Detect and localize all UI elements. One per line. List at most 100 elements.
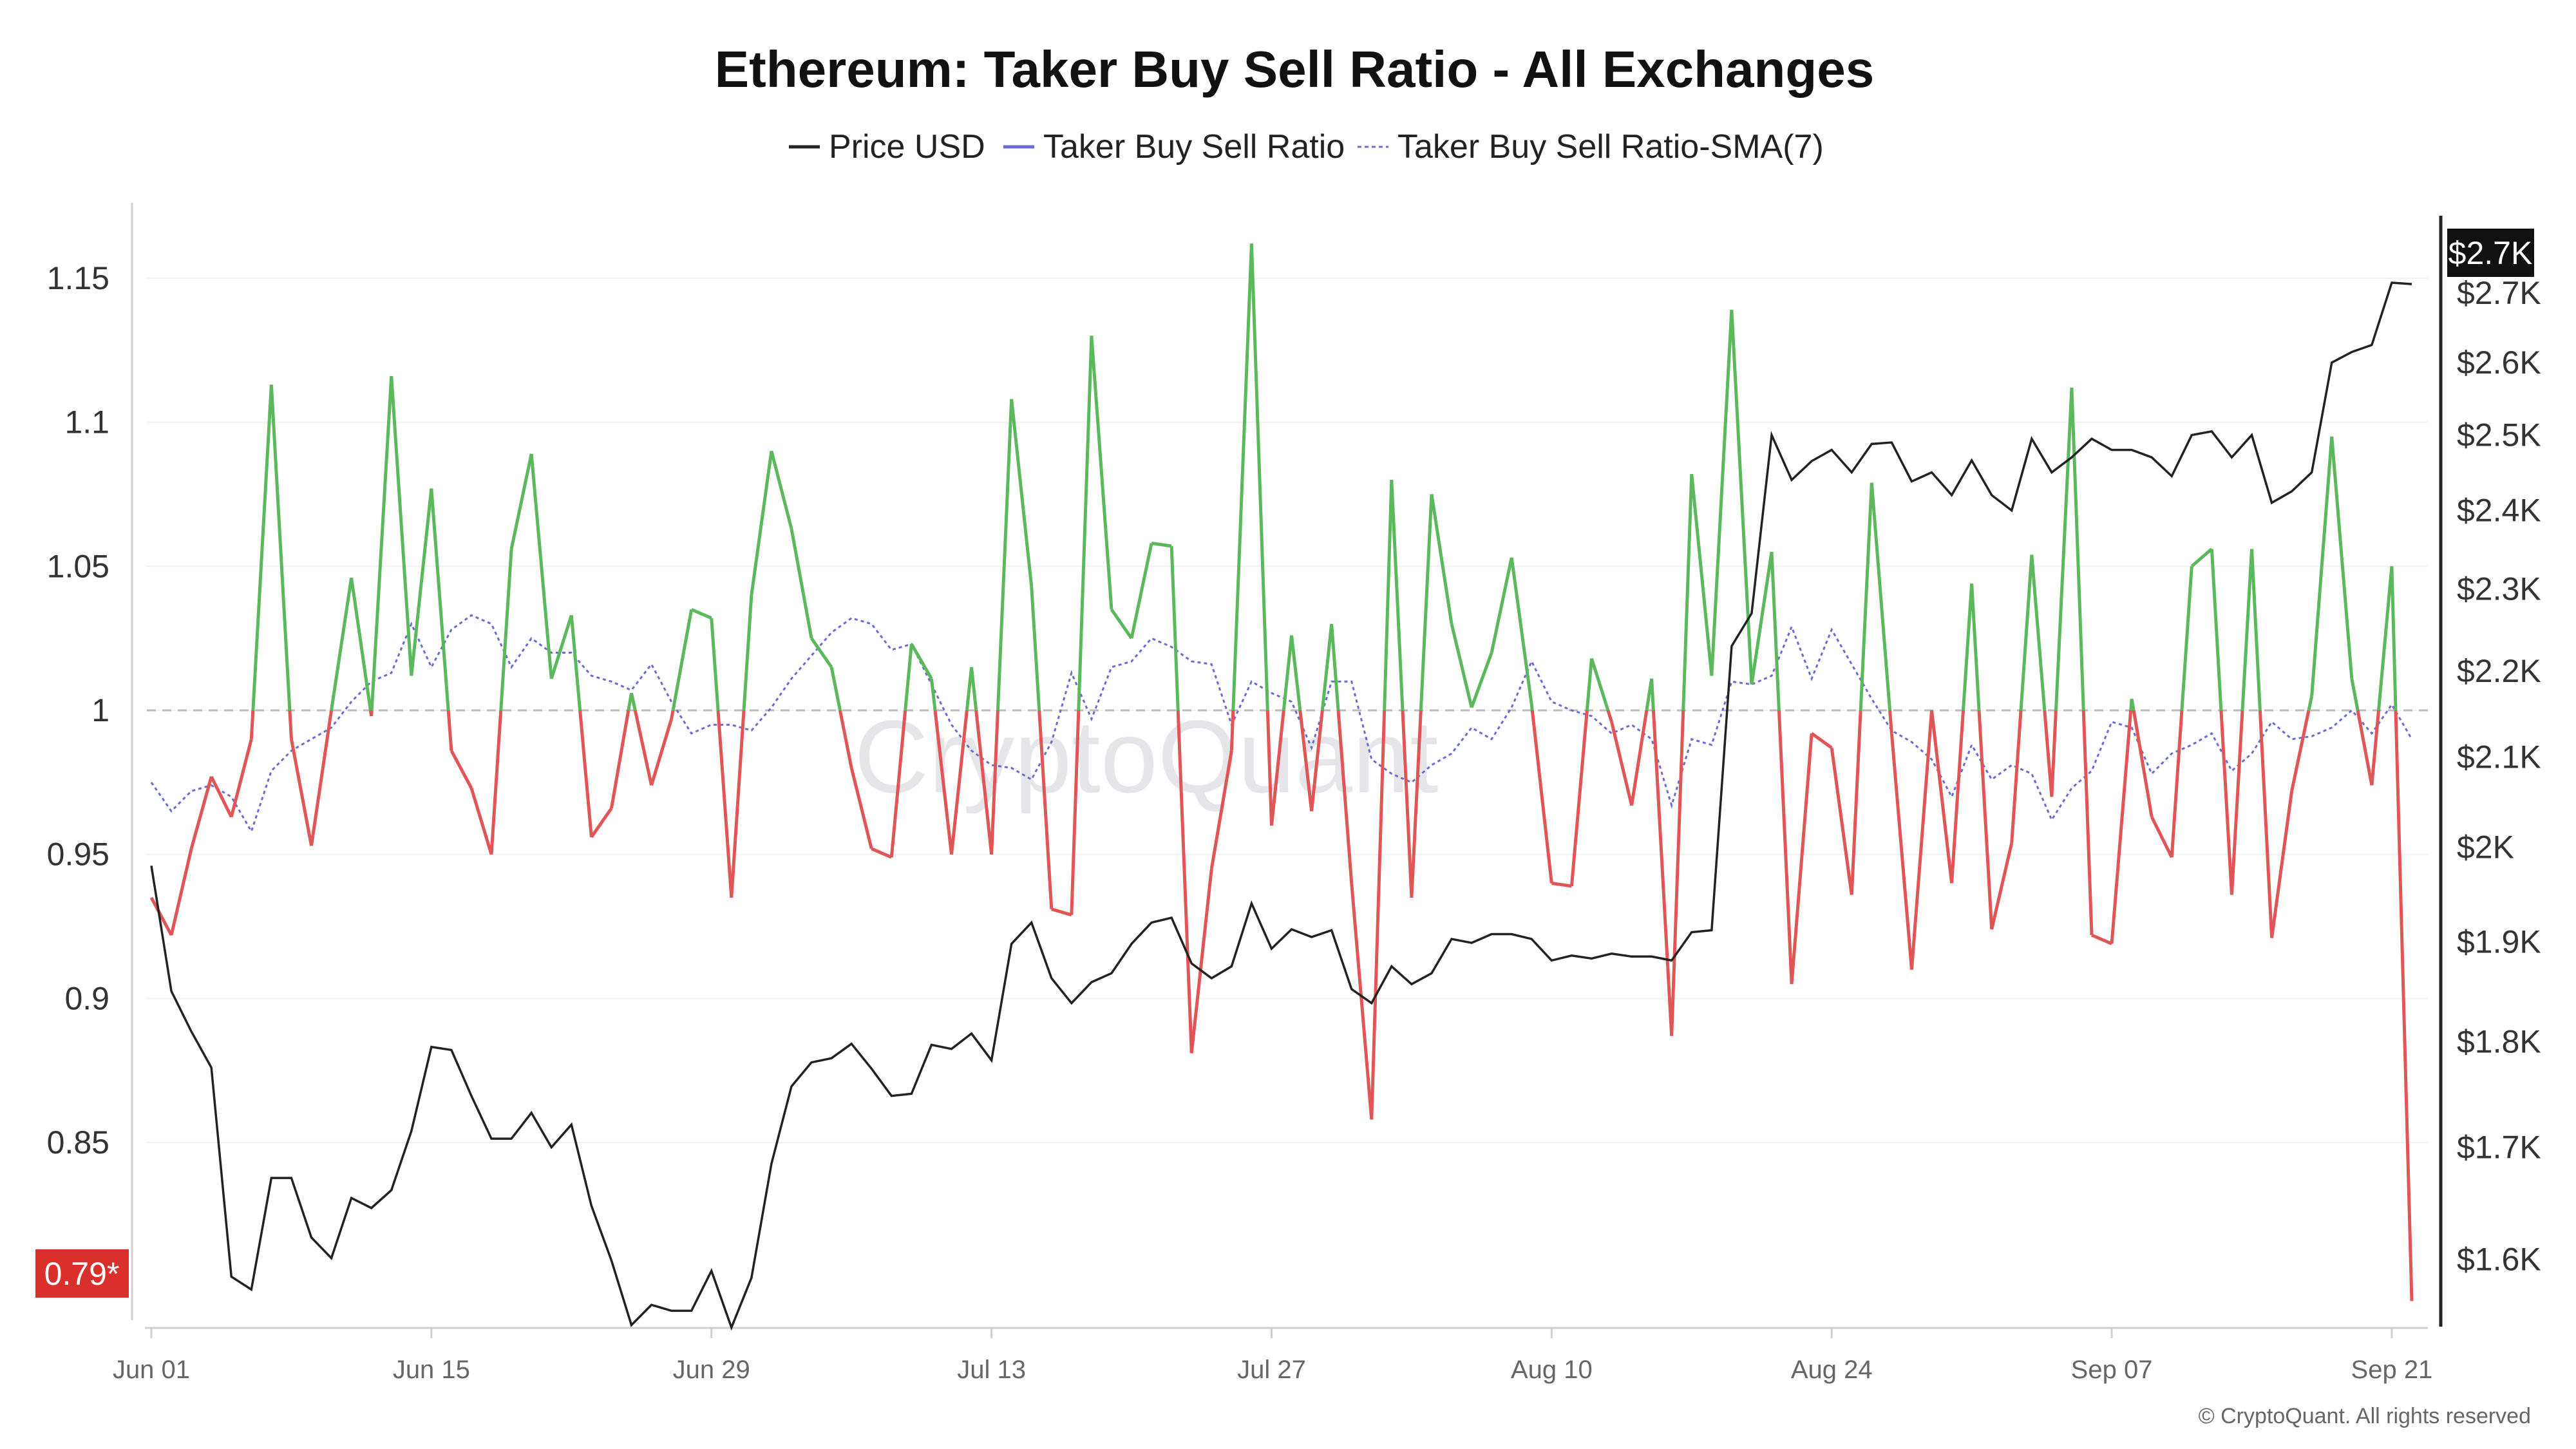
ratio-segment xyxy=(1930,710,1954,884)
ratio-segment xyxy=(2050,710,2058,797)
x-tick-0: Jun 01 xyxy=(113,1356,190,1384)
ratio-segment xyxy=(229,739,253,818)
right-tick-0: $2.7K xyxy=(2457,275,2541,311)
ratio-segment xyxy=(1730,309,1754,685)
ratio-segment xyxy=(770,450,793,529)
right-tick-1: $2.6K xyxy=(2457,345,2541,381)
ratio-segment xyxy=(2310,436,2334,696)
ratio-segment xyxy=(1610,721,1634,806)
ratio-segment xyxy=(1265,710,1273,826)
ratio-segment xyxy=(1176,710,1193,1054)
ratio-segment xyxy=(430,488,450,711)
ratio-segment xyxy=(446,710,453,751)
ratio-segment xyxy=(990,710,999,855)
last-ratio-badge: 0.79* xyxy=(35,1249,129,1298)
ratio-segment xyxy=(2350,678,2360,711)
ratio-series xyxy=(149,243,2414,1302)
last-price-badge: $2.7K xyxy=(2447,229,2534,277)
ratio-segment xyxy=(350,577,372,711)
ratio-segment xyxy=(1770,551,1781,711)
ratio-segment xyxy=(1077,336,1094,711)
ratio-segment xyxy=(750,450,773,596)
x-tick-3: Jul 13 xyxy=(957,1356,1026,1384)
ratio-segment xyxy=(650,718,674,786)
left-tick-1.1: 1.1 xyxy=(64,404,109,440)
ratio-segment xyxy=(1090,336,1113,610)
ratio-segment xyxy=(974,710,994,855)
ratio-segment xyxy=(1336,710,1354,884)
ratio-segment xyxy=(1859,482,1873,711)
ratio-segment xyxy=(2356,710,2374,786)
ratio-segment xyxy=(1977,710,1994,930)
ratio-segment xyxy=(904,643,913,711)
ratio-segment xyxy=(1110,608,1133,639)
ratio-segment xyxy=(1606,710,1613,723)
ratio-segment xyxy=(169,848,193,936)
ratio-segment xyxy=(633,710,653,786)
ratio-segment xyxy=(2091,933,2113,945)
ratio-segment xyxy=(670,710,675,719)
x-tick-1: Jun 15 xyxy=(393,1356,470,1384)
plot-area xyxy=(149,243,2414,1331)
ratio-segment xyxy=(1037,710,1054,909)
ratio-segment xyxy=(609,710,630,809)
ratio-segment xyxy=(2370,710,2380,786)
ratio-segment xyxy=(549,614,573,679)
ratio-segment xyxy=(1330,623,1340,711)
ratio-segment xyxy=(949,710,969,855)
ratio-segment xyxy=(310,710,334,846)
price-series-line xyxy=(150,281,2412,1331)
ratio-segment xyxy=(2394,710,2414,1302)
legend-label-0: Price USD xyxy=(829,128,985,166)
right-tick-4: $2.3K xyxy=(2457,571,2541,607)
ratio-segment xyxy=(2330,436,2354,679)
ratio-segment xyxy=(469,788,493,855)
legend-label-2: Taker Buy Sell Ratio-SMA(7) xyxy=(1397,128,1824,166)
ratio-segment xyxy=(410,488,433,676)
ratio-segment xyxy=(1470,652,1493,708)
ratio-segment xyxy=(2019,554,2034,711)
ratio-segment xyxy=(1990,842,2014,930)
chart-title: Ethereum: Taker Buy Sell Ratio - All Exc… xyxy=(715,41,1875,98)
ratio-segment xyxy=(1870,482,1892,711)
ratio-segment xyxy=(1830,747,1853,895)
copyright: © CryptoQuant. All rights reserved xyxy=(2199,1404,2531,1428)
ratio-segment xyxy=(1170,545,1180,711)
ratio-segment xyxy=(2240,549,2254,711)
ratio-segment xyxy=(2081,710,2094,936)
ratio-segment xyxy=(390,375,413,676)
ratio-segment xyxy=(1962,583,1974,711)
right-tick-3: $2.4K xyxy=(2457,493,2541,529)
right-axis: $2.7K $2.6K $2.5K $2.4K $2.3K $2.2K $2.1K $2K $1… xyxy=(2439,216,2541,1327)
ratio-segment xyxy=(2130,698,2136,711)
ratio-segment xyxy=(1650,678,1655,711)
ratio-segment xyxy=(1010,399,1034,587)
ratio-segment xyxy=(1401,710,1414,898)
ratio-segment xyxy=(1450,623,1473,708)
right-tick-9: $1.8K xyxy=(2457,1024,2541,1060)
ratio-segment xyxy=(1030,586,1041,711)
ratio-segment xyxy=(1231,243,1253,711)
ratio-segment xyxy=(499,549,513,711)
right-tick-7: $2K xyxy=(2457,829,2514,865)
ratio-segment xyxy=(249,710,255,739)
ratio-segment xyxy=(2258,710,2274,938)
right-tick-11: $1.6K xyxy=(2457,1241,2541,1277)
ratio-segment xyxy=(149,896,173,936)
ratio-segment xyxy=(1390,479,1405,711)
ratio-segment xyxy=(2307,696,2314,711)
ratio-segment xyxy=(330,577,354,711)
ratio-segment xyxy=(710,618,720,711)
ratio-segment xyxy=(1189,868,1213,1054)
last-price-badge-bg xyxy=(2447,229,2534,277)
left-tick-0.85: 0.85 xyxy=(47,1124,109,1160)
ratio-segment xyxy=(2190,547,2213,568)
gridlines xyxy=(147,277,2428,1144)
ratio-segment xyxy=(578,710,593,838)
ratio-segment xyxy=(1590,658,1610,711)
ratio-segment xyxy=(529,453,553,679)
ratio-segment xyxy=(2219,710,2233,895)
ratio-segment xyxy=(838,710,853,768)
ratio-segment xyxy=(569,615,582,711)
ratio-segment xyxy=(970,667,978,711)
